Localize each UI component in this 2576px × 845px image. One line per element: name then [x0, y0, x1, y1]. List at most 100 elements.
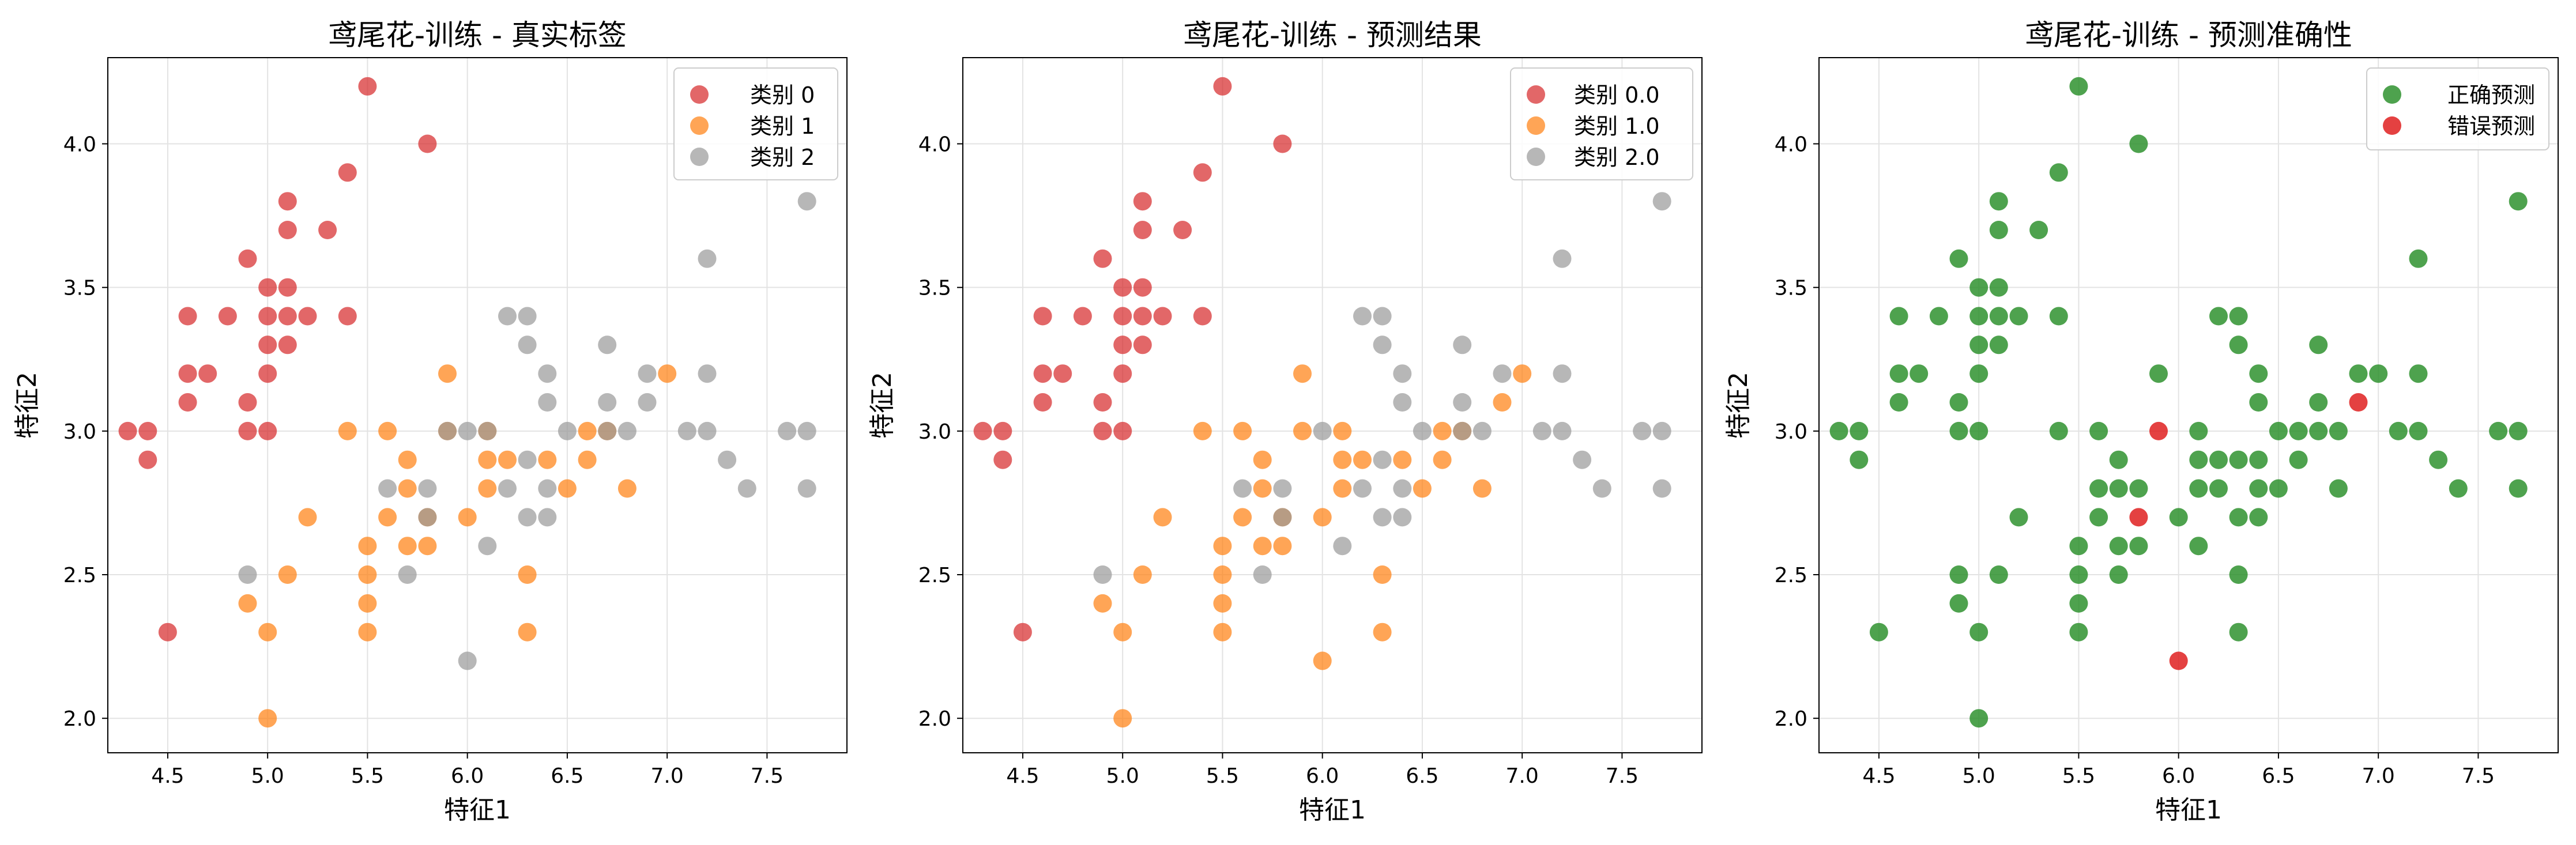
scatter-point-series-0 [2509, 192, 2528, 211]
y-tick-label: 3.0 [63, 420, 96, 444]
scatter-point-series-2 [797, 192, 816, 211]
scatter-point-series-1 [1293, 421, 1312, 440]
y-tick-label: 3.0 [1775, 420, 1807, 444]
scatter-point-series-0 [1093, 249, 1112, 268]
scatter-point-series-2 [1233, 479, 1252, 498]
scatter-point-series-0 [2249, 508, 2268, 527]
legend: 类别 0 类别 1 类别 2 [673, 67, 838, 180]
scatter-point-series-2 [398, 565, 417, 584]
scatter-point-series-1 [478, 450, 497, 469]
scatter-point-series-0 [258, 307, 277, 326]
x-tick-label: 4.5 [1862, 764, 1895, 788]
y-tick-label: 2.0 [63, 707, 96, 731]
scatter-point-series-2 [1353, 307, 1372, 326]
scatter-point-series-1 [518, 565, 537, 584]
legend-label-class-2: 类别 2 [750, 145, 815, 170]
scatter-point-series-2 [1453, 421, 1472, 440]
scatter-point-series-0 [2109, 537, 2128, 556]
scatter-point-series-0 [1969, 623, 1989, 642]
scatter-point-series-0 [278, 221, 297, 239]
scatter-point-series-1 [1353, 450, 1372, 469]
x-tick-label: 6.5 [2262, 764, 2295, 788]
scatter-point-series-0 [1949, 565, 1968, 584]
scatter-point-series-1 [1313, 651, 1332, 670]
legend-marker-class-2 [1527, 148, 1545, 166]
scatter-point-series-0 [2069, 537, 2088, 556]
scatter-point-series-1 [438, 364, 457, 383]
legend: 正确预测 错误预测 [2366, 67, 2549, 150]
scatter-point-series-0 [2429, 450, 2448, 469]
scatter-point-series-1 [1333, 479, 1352, 498]
scatter-point-series-0 [138, 450, 157, 469]
scatter-point-series-0 [198, 364, 217, 383]
scatter-point-series-0 [2309, 335, 2328, 354]
legend: 类别 0.0 类别 1.0 类别 2.0 [1510, 67, 1693, 180]
scatter-point-series-0 [1133, 278, 1152, 297]
scatter-point-series-0 [2229, 508, 2248, 527]
scatter-point-series-0 [238, 393, 257, 412]
scatter-point-series-1 [298, 508, 317, 527]
scatter-point-series-1 [2129, 508, 2148, 527]
scatter-point-series-2 [737, 479, 756, 498]
scatter-point-series-2 [1373, 307, 1392, 326]
x-tick-label: 7.0 [2362, 764, 2395, 788]
scatter-point-series-0 [2209, 479, 2228, 498]
scatter-point-series-0 [278, 192, 297, 211]
scatter-point-series-1 [1093, 594, 1112, 613]
scatter-point-series-1 [2149, 421, 2168, 440]
x-tick-label: 6.5 [551, 764, 583, 788]
scatter-point-series-2 [238, 565, 257, 584]
y-axis-ticks: 2.0 2.5 3.0 3.5 4.0 [918, 133, 963, 731]
legend-marker-class-2 [690, 148, 709, 166]
scatter-point-series-0 [2229, 623, 2248, 642]
axes-frame [1818, 57, 2559, 753]
scatter-point-series-0 [1889, 393, 1908, 412]
scatter-point-series-0 [2349, 364, 2368, 383]
x-tick-label: 4.5 [151, 764, 184, 788]
legend-label-class-0: 类别 0.0 [1574, 82, 1660, 108]
scatter-point-series-2 [1652, 421, 1671, 440]
scatter-point-series-2 [438, 421, 457, 440]
scatter-point-series-1 [398, 479, 417, 498]
scatter-point-series-1 [1233, 421, 1252, 440]
scatter-point-series-2 [718, 450, 737, 469]
scatter-point-series-0 [2189, 450, 2208, 469]
scatter-point-series-0 [118, 421, 137, 440]
legend-label-correct: 正确预测 [2447, 82, 2535, 108]
scatter-point-series-1 [658, 364, 677, 383]
scatter-point-series-2 [1373, 450, 1392, 469]
scatter-point-series-2 [1393, 479, 1412, 498]
legend-marker-correct [2383, 85, 2401, 104]
scatter-point-series-1 [1213, 565, 1232, 584]
scatter-point-series-0 [2189, 537, 2208, 556]
scatter-point-series-0 [1829, 421, 1848, 440]
grid-lines [1819, 58, 2558, 753]
scatter-point-series-0 [158, 623, 177, 642]
scatter-point-series-0 [2109, 450, 2128, 469]
y-axis-label: 特征2 [13, 372, 42, 439]
scatter-point-series-0 [1133, 335, 1152, 354]
scatter-point-series-0 [1213, 77, 1232, 96]
scatter-point-series-1 [617, 479, 637, 498]
scatter-point-series-0 [1969, 278, 1989, 297]
scatter-point-series-0 [1193, 163, 1212, 182]
y-tick-label: 3.5 [918, 277, 951, 300]
scatter-point-series-0 [1989, 335, 2008, 354]
scatter-point-series-0 [1889, 364, 1908, 383]
scatter-point-series-0 [1850, 421, 1869, 440]
scatter-point-series-1 [1433, 421, 1452, 440]
x-axis-label: 特征1 [1299, 795, 1366, 825]
scatter-point-series-2 [1333, 537, 1352, 556]
scatter-point-series-0 [1969, 421, 1989, 440]
scatter-point-series-0 [418, 134, 437, 153]
scatter-point-series-2 [538, 508, 557, 527]
legend-label-class-1: 类别 1 [750, 114, 815, 139]
scatter-point-series-2 [598, 393, 617, 412]
legend-frame [1510, 67, 1693, 180]
scatter-point-series-2 [698, 364, 717, 383]
x-tick-label: 5.5 [1206, 764, 1239, 788]
scatter-point-series-0 [1133, 192, 1152, 211]
legend-marker-class-1 [1527, 116, 1545, 135]
x-tick-label: 5.5 [351, 764, 384, 788]
scatter-point-series-0 [2089, 479, 2108, 498]
